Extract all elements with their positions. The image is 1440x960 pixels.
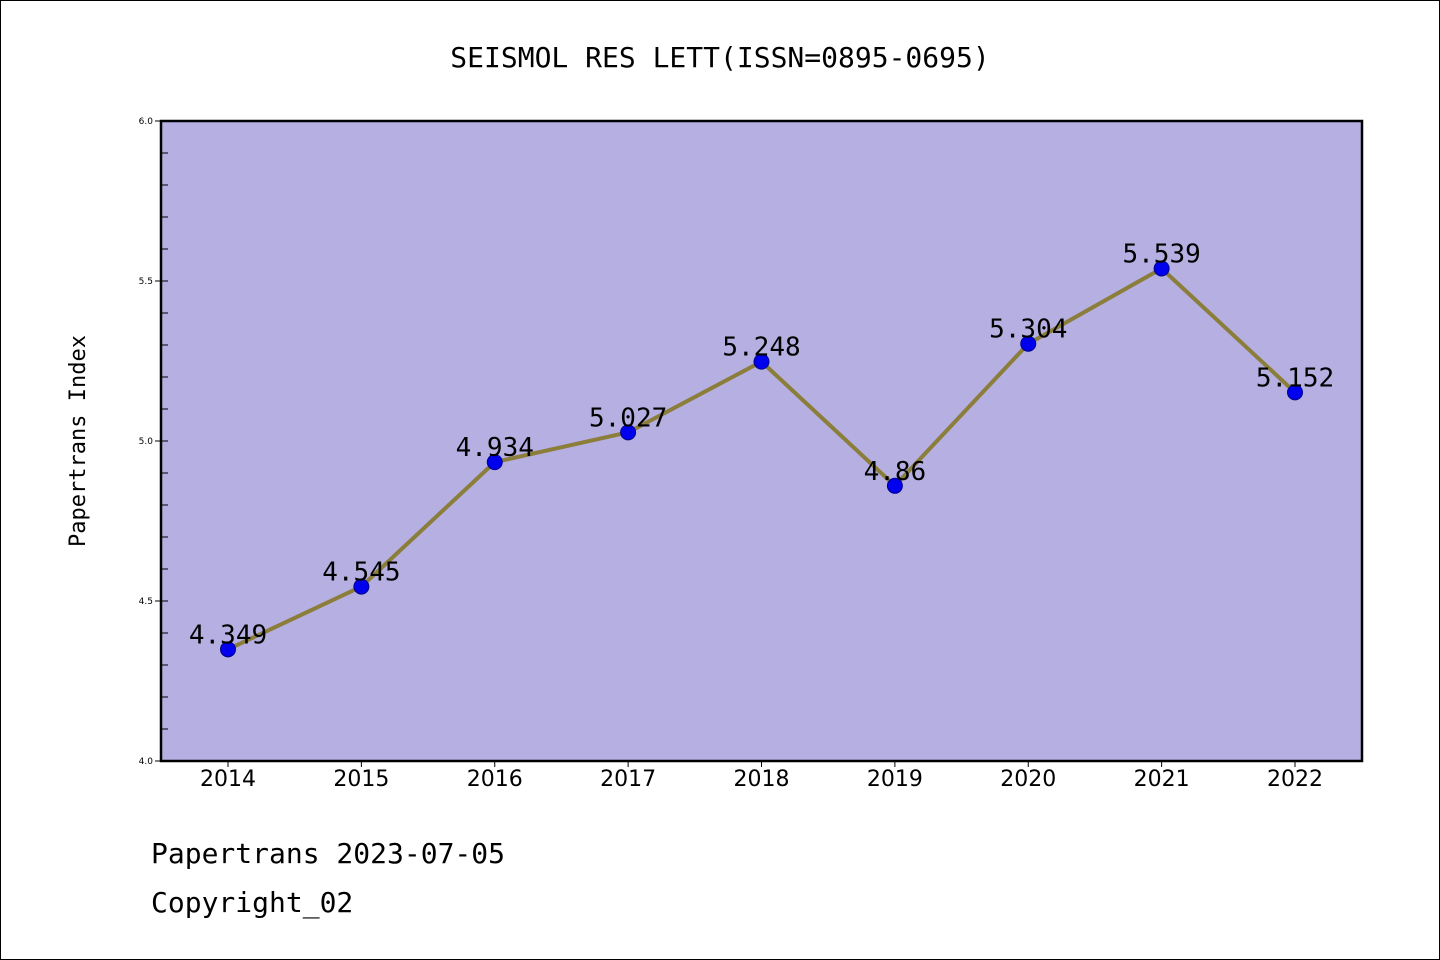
y-tick-label: 6.0 <box>139 117 154 127</box>
data-value-label: 4.934 <box>456 433 534 463</box>
x-tick-label: 2020 <box>1000 767 1056 792</box>
data-value-label: 4.545 <box>322 558 400 588</box>
data-value-label: 5.152 <box>1256 363 1334 393</box>
y-axis-label: Papertrans Index <box>66 335 91 547</box>
data-point-marker <box>220 641 236 658</box>
y-tick-label: 4.0 <box>139 757 154 767</box>
data-value-label: 4.86 <box>864 457 927 487</box>
footer-copyright-text: Copyright_02 <box>151 886 354 919</box>
data-point-marker <box>620 424 637 441</box>
data-point-marker <box>353 578 370 595</box>
y-tick-label: 5.5 <box>139 277 153 287</box>
data-point-marker <box>1020 335 1037 352</box>
y-tick-label: 4.5 <box>139 597 153 607</box>
data-point-marker <box>753 353 770 370</box>
data-value-label: 5.304 <box>989 315 1067 345</box>
x-tick-label: 2018 <box>734 767 790 792</box>
y-tick-label: 5.0 <box>139 437 154 447</box>
plot-area <box>161 121 1362 761</box>
x-tick-label: 2022 <box>1267 767 1323 792</box>
data-point-marker <box>1153 260 1170 277</box>
plot-border <box>159 119 1364 763</box>
data-point-marker <box>486 454 503 471</box>
x-tick-label: 2021 <box>1134 767 1190 792</box>
data-value-label: 5.027 <box>589 403 667 433</box>
data-value-label: 5.248 <box>722 333 800 363</box>
data-point-marker <box>1287 384 1303 401</box>
data-value-label: 5.539 <box>1122 240 1200 270</box>
data-value-label: 4.349 <box>189 620 267 650</box>
data-point-marker <box>886 477 903 494</box>
x-tick-label: 2016 <box>467 767 523 792</box>
x-tick-label: 2019 <box>867 767 923 792</box>
chart-title: SEISMOL RES LETT(ISSN=0895-0695) <box>450 41 989 74</box>
footer-date-text: Papertrans 2023-07-05 <box>151 837 506 870</box>
x-tick-label: 2014 <box>200 767 256 792</box>
x-tick-label: 2015 <box>333 767 389 792</box>
x-tick-label: 2017 <box>600 767 656 792</box>
